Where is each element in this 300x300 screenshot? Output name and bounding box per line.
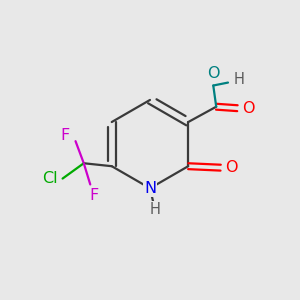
Text: F: F <box>89 188 98 203</box>
Text: H: H <box>150 202 161 217</box>
Text: N: N <box>144 181 156 196</box>
Text: O: O <box>226 160 238 175</box>
Text: Cl: Cl <box>42 171 58 186</box>
Text: F: F <box>61 128 70 143</box>
Text: O: O <box>242 101 255 116</box>
Text: H: H <box>233 72 244 87</box>
Text: O: O <box>207 66 220 81</box>
